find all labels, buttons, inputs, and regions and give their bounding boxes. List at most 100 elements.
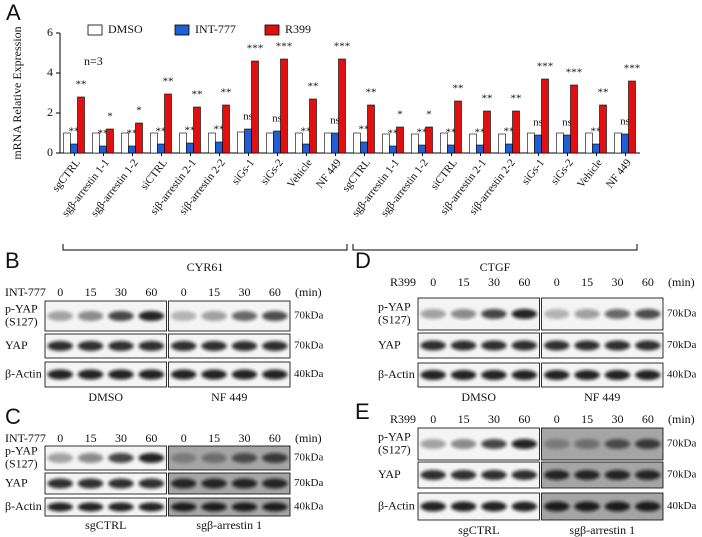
- band: [574, 340, 600, 351]
- row-label: (S127): [378, 442, 411, 456]
- band: [201, 369, 227, 380]
- blot-strip: [44, 497, 167, 517]
- band: [450, 309, 477, 319]
- band: [231, 311, 258, 321]
- bar: [63, 132, 71, 154]
- bar: [367, 104, 375, 154]
- time-label: 15: [208, 431, 220, 445]
- row-label: YAP: [5, 338, 28, 352]
- bar: [527, 132, 535, 154]
- time-label: 15: [458, 275, 470, 289]
- kda-label: 70kDa: [667, 339, 696, 351]
- significance-label: ***: [334, 41, 351, 53]
- bar: [331, 132, 339, 154]
- time-label: 15: [208, 285, 220, 299]
- time-label: 0: [554, 412, 560, 426]
- band: [47, 369, 73, 380]
- band: [138, 478, 165, 489]
- row-label: YAP: [5, 475, 28, 489]
- significance-label: **: [388, 128, 399, 140]
- bar: [440, 132, 448, 154]
- bar: [215, 141, 223, 154]
- row-label: β-Actin: [5, 366, 42, 380]
- significance-label: ns: [620, 116, 630, 128]
- band: [170, 502, 197, 512]
- row-label: YAP: [378, 337, 401, 351]
- bar: [237, 131, 245, 154]
- panel-letter: D: [355, 248, 371, 273]
- row-label: YAP: [378, 467, 401, 481]
- significance-label: ***: [624, 63, 641, 75]
- group-bracket: [62, 244, 348, 251]
- band: [77, 369, 104, 380]
- legend-label: INT-777: [195, 22, 236, 36]
- bar: [418, 144, 426, 154]
- time-label: 30: [238, 431, 250, 445]
- significance-label: **: [127, 128, 138, 140]
- band: [511, 501, 538, 512]
- band: [511, 309, 538, 319]
- significance-label: **: [192, 89, 203, 101]
- band: [262, 341, 288, 351]
- band: [231, 478, 258, 489]
- band: [574, 309, 600, 319]
- band: [543, 370, 570, 380]
- bar: [121, 132, 129, 154]
- band: [604, 370, 631, 380]
- bar: [251, 60, 259, 154]
- kda-label: 40kDa: [667, 500, 696, 512]
- bar: [628, 80, 636, 154]
- band: [450, 340, 477, 351]
- y-tick-label: 4: [47, 65, 53, 79]
- bar: [469, 133, 477, 154]
- condition-label: DMSO: [88, 390, 123, 404]
- band: [231, 341, 258, 351]
- significance-label: ***: [566, 67, 583, 79]
- band: [231, 502, 258, 512]
- condition-label: NF 449: [584, 390, 620, 404]
- kda-label: 40kDa: [294, 501, 323, 513]
- band: [138, 341, 165, 351]
- band: [138, 369, 165, 380]
- y-axis-label: mRNA Relative Expression: [10, 26, 24, 159]
- blot-strip: [168, 497, 291, 517]
- bar: [193, 106, 201, 154]
- time-label: 60: [518, 275, 530, 289]
- significance-label: ns: [243, 111, 253, 123]
- unit-label: (min): [668, 412, 695, 426]
- band: [108, 341, 134, 351]
- bar: [186, 142, 194, 154]
- band: [635, 309, 661, 319]
- group-bracket: [352, 244, 638, 251]
- significance-label: **: [482, 93, 493, 105]
- condition-label: NF 449: [211, 390, 247, 404]
- bar: [295, 132, 303, 154]
- bar: [476, 144, 484, 154]
- band: [420, 501, 446, 512]
- significance-label: *: [107, 111, 113, 123]
- significance-label: **: [453, 83, 464, 95]
- kda-label: 40kDa: [667, 369, 696, 381]
- band: [635, 340, 661, 351]
- row-label: (S127): [378, 312, 411, 326]
- significance-label: **: [76, 79, 87, 91]
- bar: [621, 133, 629, 154]
- treatment-label: INT-777: [5, 431, 46, 445]
- bar: [570, 84, 578, 154]
- legend-swatch: [87, 24, 103, 36]
- bar: [353, 132, 361, 154]
- panel-letter: E: [355, 399, 370, 424]
- band: [47, 478, 73, 489]
- band: [170, 341, 197, 351]
- bar: [447, 144, 455, 154]
- band: [262, 369, 288, 380]
- bar: [92, 132, 100, 154]
- band: [47, 311, 73, 321]
- band: [511, 370, 538, 380]
- band: [420, 340, 446, 351]
- band: [420, 309, 446, 319]
- band: [635, 439, 661, 449]
- band: [201, 502, 227, 512]
- bar: [70, 143, 78, 154]
- band: [420, 370, 446, 380]
